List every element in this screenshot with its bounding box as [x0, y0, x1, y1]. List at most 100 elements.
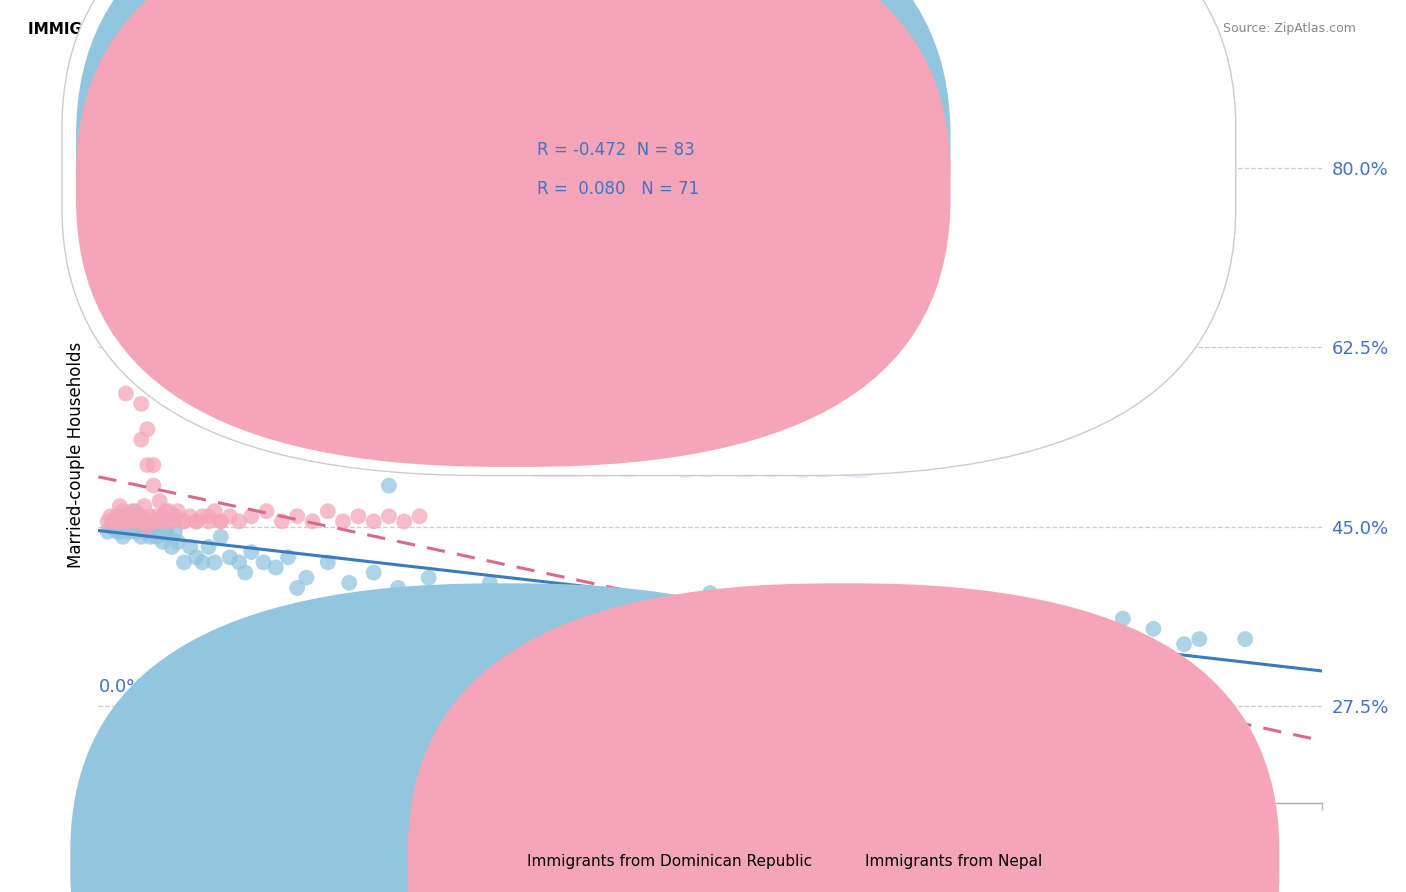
Point	[118, 524, 141, 539]
Point	[256, 504, 278, 518]
Point	[129, 397, 152, 411]
Point	[149, 515, 172, 529]
Point	[252, 555, 274, 569]
Point	[136, 458, 159, 472]
Point	[173, 515, 195, 529]
Point	[301, 515, 323, 529]
Y-axis label: Married-couple Households: Married-couple Households	[66, 342, 84, 568]
Text: IMMIGRANTS FROM DOMINICAN REPUBLIC VS IMMIGRANTS FROM NEPAL MARRIED-COUPLE HOUSE: IMMIGRANTS FROM DOMINICAN REPUBLIC VS IM…	[28, 22, 1121, 37]
Point	[142, 458, 165, 472]
Point	[378, 509, 401, 524]
Point	[363, 566, 385, 580]
Point	[509, 596, 531, 610]
Point	[449, 591, 471, 606]
Point	[108, 524, 131, 539]
Point	[652, 601, 675, 615]
Text: Source: ZipAtlas.com: Source: ZipAtlas.com	[1223, 22, 1357, 36]
Point	[167, 534, 190, 549]
Point	[108, 515, 131, 529]
Point	[139, 509, 162, 524]
Point	[108, 499, 131, 513]
Point	[418, 571, 440, 585]
Point	[347, 509, 370, 524]
Point	[240, 509, 263, 524]
Point	[124, 315, 146, 329]
Point	[270, 515, 292, 529]
Point	[363, 515, 385, 529]
Point	[392, 515, 416, 529]
Point	[142, 478, 165, 492]
Point	[233, 566, 256, 580]
Point	[387, 581, 409, 595]
Point	[142, 515, 165, 529]
Point	[163, 509, 186, 524]
Point	[149, 704, 172, 718]
Point	[228, 515, 250, 529]
Point	[160, 515, 183, 529]
Point	[316, 504, 339, 518]
Point	[157, 504, 180, 518]
Point	[1188, 632, 1211, 646]
Text: ZIPatlas: ZIPatlas	[534, 417, 886, 493]
Point	[264, 560, 287, 574]
Point	[197, 540, 219, 554]
Point	[121, 519, 143, 533]
Point	[100, 519, 122, 533]
Point	[118, 325, 141, 339]
Point	[124, 524, 146, 539]
Point	[103, 515, 125, 529]
Point	[145, 509, 167, 524]
Point	[179, 509, 201, 524]
Point	[209, 530, 232, 544]
Point	[332, 607, 354, 621]
Point	[337, 575, 360, 590]
Point	[285, 509, 308, 524]
Point	[124, 509, 146, 524]
Point	[105, 509, 128, 524]
Point	[115, 519, 138, 533]
Point	[240, 545, 263, 559]
Text: Immigrants from Dominican Republic: Immigrants from Dominican Republic	[527, 855, 813, 869]
Point	[163, 524, 186, 539]
Point	[167, 504, 190, 518]
Point	[134, 515, 156, 529]
Point	[1112, 612, 1135, 626]
Point	[1234, 755, 1257, 769]
Point	[111, 233, 134, 247]
Point	[191, 509, 214, 524]
Point	[149, 524, 172, 539]
Text: R =  0.080   N = 71: R = 0.080 N = 71	[537, 179, 699, 197]
Point	[576, 596, 599, 610]
Point	[124, 345, 146, 359]
Point	[155, 504, 177, 518]
Point	[209, 515, 232, 529]
Point	[97, 515, 120, 529]
Point	[197, 515, 219, 529]
Point	[118, 304, 141, 318]
Point	[1142, 622, 1164, 636]
Point	[129, 509, 152, 524]
Point	[149, 494, 172, 508]
Point	[163, 509, 186, 524]
Point	[1097, 627, 1119, 641]
Point	[129, 530, 152, 544]
Point	[1173, 637, 1195, 651]
Point	[157, 530, 180, 544]
Point	[121, 504, 143, 518]
Point	[219, 550, 242, 565]
Point	[191, 555, 214, 569]
Point	[136, 519, 159, 533]
Point	[111, 515, 134, 529]
Point	[613, 591, 636, 606]
Point	[285, 581, 308, 595]
Point	[124, 515, 146, 529]
Point	[1050, 616, 1073, 631]
Point	[779, 612, 801, 626]
Point	[134, 524, 156, 539]
Text: Immigrants from Nepal: Immigrants from Nepal	[865, 855, 1042, 869]
Text: 0.0%: 0.0%	[98, 678, 143, 696]
Point	[943, 601, 966, 615]
Point	[186, 515, 208, 529]
Point	[852, 612, 875, 626]
Point	[145, 530, 167, 544]
